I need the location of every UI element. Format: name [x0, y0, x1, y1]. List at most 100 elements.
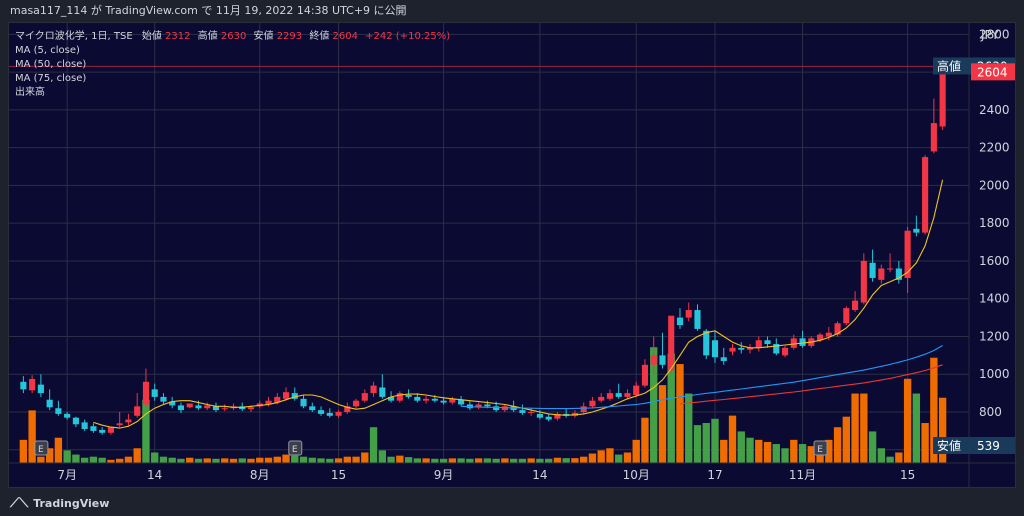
volume-bar	[326, 458, 334, 463]
ma5-line	[93, 179, 944, 429]
volume-bar	[895, 452, 903, 463]
x-tick-label: 14	[532, 468, 547, 482]
candle-body	[738, 347, 745, 350]
volume-bar	[72, 454, 80, 463]
candle-body	[212, 406, 220, 411]
volume-bar	[632, 439, 640, 463]
volume-bar	[641, 417, 649, 463]
volume-bar	[553, 457, 562, 463]
volume-bar	[798, 444, 807, 463]
volume-bar	[116, 458, 124, 463]
earnings-marker	[813, 440, 828, 456]
candle-body	[493, 406, 500, 411]
volume-bar	[448, 458, 457, 463]
candle-body	[134, 406, 141, 416]
candle-body	[624, 393, 631, 397]
x-tick-label: 15	[331, 468, 346, 482]
volume-bar	[903, 378, 912, 463]
volume-bar	[474, 458, 483, 463]
volume-bar	[562, 458, 570, 463]
price-chart[interactable]: マイクロ波化学, 1日, TSE 始値 2312 高値 2630 安値 2293…	[9, 23, 1017, 489]
chart-frame[interactable]: マイクロ波化学, 1日, TSE 始値 2312 高値 2630 安値 2293…	[8, 22, 1017, 489]
candle-body	[396, 393, 403, 401]
candle-body	[64, 413, 71, 418]
candle-body	[703, 330, 710, 356]
last-price-badge: 2604	[971, 63, 1015, 81]
candle-body	[589, 400, 596, 407]
tradingview-logo[interactable]: ⟋⟍ TradingView	[10, 496, 109, 511]
publish-bar: masa117_114 が TradingView.com で 11月 19, …	[0, 0, 1024, 22]
volume-bar	[431, 458, 439, 463]
candle-body	[598, 396, 605, 401]
ma5-legend: MA (5, close)	[15, 45, 80, 56]
candle-body	[46, 399, 53, 408]
volume-bar	[291, 455, 299, 463]
candle-body	[939, 71, 946, 127]
volume-bar	[89, 456, 98, 463]
publish-text: masa117_114 が TradingView.com で 11月 19, …	[10, 4, 407, 17]
candle-body	[869, 262, 876, 278]
volume-bar	[597, 450, 605, 463]
y-tick-label: 2800	[979, 27, 1010, 41]
time-axis[interactable]: 7月 14 8月 15 9月 14 10月 17 11月 15	[57, 468, 915, 482]
legend: マイクロ波化学, 1日, TSE 始値 2312 高値 2630 安値 2293…	[15, 29, 450, 98]
candle-body	[37, 384, 44, 394]
candle-body	[291, 393, 298, 399]
volume-bar	[886, 456, 894, 463]
volume-bar	[422, 458, 430, 463]
candle-body	[816, 334, 824, 341]
volume-bar	[702, 423, 710, 463]
candle-body	[825, 332, 832, 337]
candle-body	[160, 396, 167, 402]
volume-legend: 出来高	[15, 85, 45, 98]
volume-bar	[221, 458, 229, 463]
y-tick-label: 1000	[979, 367, 1010, 381]
volume-bar	[194, 458, 203, 463]
candle-body	[659, 355, 666, 365]
candle-body	[142, 381, 150, 405]
volume-bar	[877, 448, 886, 463]
volume-bar	[317, 458, 325, 463]
volume-bar	[930, 357, 938, 463]
volume-bar	[509, 458, 518, 463]
candle-body	[633, 385, 640, 396]
volume-bar	[80, 457, 89, 463]
candle-body	[720, 357, 727, 362]
volume-bar	[781, 448, 789, 463]
candle-body	[177, 405, 185, 411]
volume-bar	[63, 450, 71, 463]
candle-body	[519, 410, 526, 413]
volume-bar	[912, 393, 921, 463]
volume-bar	[159, 456, 168, 463]
candles[interactable]	[20, 66, 946, 435]
volume-bar	[387, 456, 395, 463]
tradingview-brand: TradingView	[33, 497, 110, 510]
high-badge-label: 高値	[937, 58, 961, 73]
close-label: 終値	[309, 29, 329, 42]
volume-bar	[361, 452, 369, 463]
candle-body	[887, 268, 894, 270]
x-tick-label: 17	[707, 468, 722, 482]
volume-bar	[142, 399, 150, 463]
ma75-line	[679, 364, 943, 405]
candle-body	[913, 228, 920, 233]
y-tick-label: 1800	[979, 216, 1010, 230]
candle-body	[326, 412, 333, 416]
candle-body	[755, 340, 762, 348]
volume-bar	[737, 431, 745, 463]
volume-bar	[151, 452, 159, 463]
candle-body	[852, 300, 859, 311]
volume-bar	[413, 458, 422, 463]
volume-bar	[396, 455, 404, 463]
price-axis[interactable]: 2800260024002200200018001600140012001000…	[979, 27, 1010, 456]
x-tick-label: 14	[147, 468, 162, 482]
candle-body	[580, 406, 587, 413]
volume-bar	[833, 427, 842, 463]
volume-bar	[728, 415, 737, 463]
candle-body	[414, 396, 421, 401]
volume-bar	[238, 458, 246, 463]
volume-bar	[492, 458, 500, 463]
y-tick-label: 2200	[979, 141, 1010, 155]
candle-body	[335, 412, 342, 416]
